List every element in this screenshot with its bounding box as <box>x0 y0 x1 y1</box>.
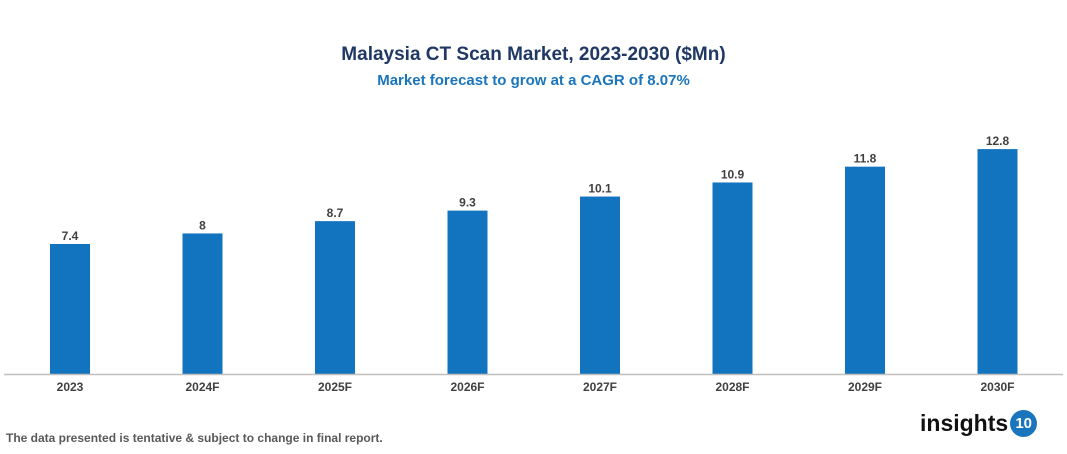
chart-subtitle: Market forecast to grow at a CAGR of 8.0… <box>377 72 690 89</box>
bar <box>712 182 753 374</box>
data-label: 12.8 <box>986 134 1010 148</box>
bar <box>182 233 223 374</box>
data-label: 8 <box>199 218 206 232</box>
logo-text: insights <box>920 410 1009 436</box>
x-tick-label: 2025F <box>318 380 352 394</box>
x-tick-label: 2027F <box>583 380 617 394</box>
logo-badge: 10 <box>1010 410 1038 437</box>
bar <box>977 149 1018 374</box>
bar <box>50 243 90 374</box>
x-tick-label: 2028F <box>715 380 749 394</box>
x-tick-label: 2026F <box>450 380 484 394</box>
bar <box>447 210 488 374</box>
footnote: The data presented is tentative & subjec… <box>6 431 383 445</box>
data-label: 10.9 <box>721 167 745 181</box>
data-label: 11.8 <box>854 152 877 166</box>
x-tick-label: 2029F <box>848 380 882 394</box>
insights10-logo: insights 10 <box>920 410 1038 437</box>
data-label: 7.4 <box>62 229 79 243</box>
data-label: 8.7 <box>327 206 344 220</box>
data-label: 10.1 <box>588 182 612 196</box>
x-tick-label: 2024F <box>185 380 219 394</box>
bar <box>845 166 885 374</box>
data-label: 9.3 <box>459 196 476 210</box>
x-tick-label: 2030F <box>980 380 1014 394</box>
x-tick-label: 2023 <box>57 380 84 394</box>
bar <box>315 221 355 374</box>
chart-title: Malaysia CT Scan Market, 2023-2030 ($Mn) <box>341 44 726 65</box>
bar <box>580 196 620 374</box>
